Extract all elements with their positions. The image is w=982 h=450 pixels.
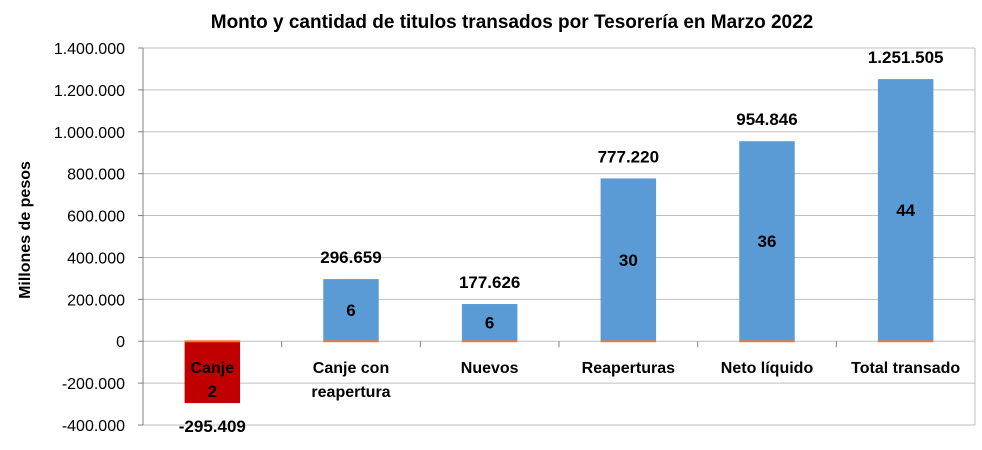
category-label: reapertura <box>311 384 390 401</box>
y-tick-label: 1.000.000 <box>54 125 125 142</box>
data-label: 954.846 <box>736 110 797 129</box>
y-tick-label: 200.000 <box>67 292 125 309</box>
category-label: Canje <box>191 360 235 377</box>
data-labels: -295.409 2 296.659 6 177.626 6 777.220 30 954.84… <box>179 48 944 436</box>
category-labels: Canje Canje con reapertura Nuevos Reapertura… <box>191 360 961 401</box>
y-tick-label: -200.000 <box>62 376 125 393</box>
y-axis-ticks: -400.000 -200.000 0 200.000 400.000 600.000 80… <box>54 41 143 435</box>
data-label: 777.220 <box>598 147 659 166</box>
count-label: 6 <box>485 314 494 333</box>
y-tick-label: 1.200.000 <box>54 83 125 100</box>
count-label: 2 <box>208 382 217 401</box>
bar <box>877 79 934 342</box>
y-tick-label: 1.400.000 <box>54 41 125 58</box>
category-label: Canje con <box>313 360 389 377</box>
bar <box>739 141 795 342</box>
y-axis-label: Millones de pesos <box>17 161 34 299</box>
count-label: 30 <box>619 251 638 270</box>
data-label: 1.251.505 <box>868 48 944 67</box>
gridlines <box>142 47 976 426</box>
data-label: 177.626 <box>459 273 520 292</box>
count-label: 36 <box>758 232 777 251</box>
data-label: -295.409 <box>179 417 246 436</box>
bar <box>600 178 657 342</box>
category-label: Nuevos <box>461 360 519 377</box>
bar <box>323 279 379 342</box>
category-label: Neto líquido <box>721 360 814 377</box>
bars <box>184 79 934 404</box>
category-label: Reaperturas <box>582 360 675 377</box>
chart-title: Monto y cantidad de titulos transados po… <box>211 12 814 33</box>
y-tick-label: -400.000 <box>62 418 125 435</box>
bar <box>184 341 241 404</box>
category-label: Total transado <box>851 360 960 377</box>
y-tick-label: 400.000 <box>67 250 125 267</box>
bar <box>461 304 518 342</box>
count-label: 44 <box>896 201 915 220</box>
y-tick-label: 0 <box>116 334 125 351</box>
y-tick-label: 600.000 <box>67 209 125 226</box>
y-tick-label: 800.000 <box>67 167 125 184</box>
count-label: 6 <box>346 301 355 320</box>
data-label: 296.659 <box>320 248 381 267</box>
